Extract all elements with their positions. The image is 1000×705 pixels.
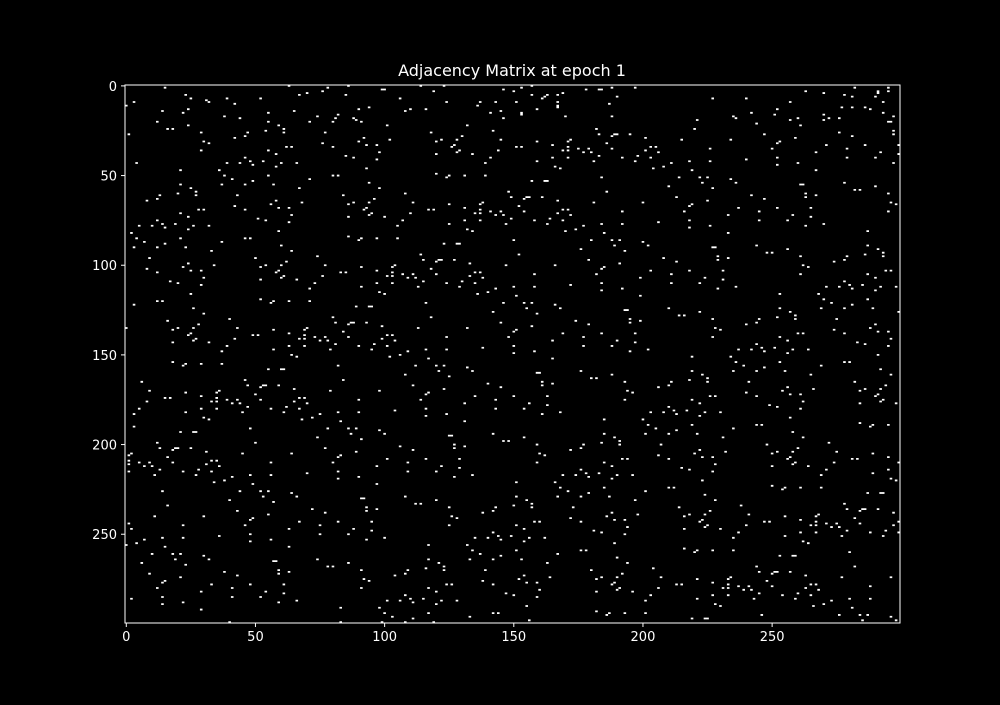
nonzero-cells	[125, 85, 900, 623]
chart-title: Adjacency Matrix at epoch 1	[398, 61, 626, 80]
x-tick-label: 50	[247, 630, 264, 645]
y-tick-label: 150	[92, 349, 117, 364]
plot-frame	[124, 84, 901, 624]
x-tick-label: 100	[372, 630, 397, 645]
x-axis-ticks: 0 50 100 150 200 250	[122, 623, 785, 645]
x-tick-label: 0	[122, 630, 130, 645]
x-tick-label: 200	[631, 630, 656, 645]
x-tick-label: 250	[760, 630, 785, 645]
y-tick-label: 250	[92, 528, 117, 543]
y-tick-label: 0	[109, 80, 117, 95]
matrix-cells	[125, 85, 900, 623]
y-tick-label: 200	[92, 439, 117, 454]
y-tick-label: 50	[100, 170, 117, 185]
y-axis-ticks: 0 50 100 150 200 250	[92, 80, 125, 543]
x-tick-label: 150	[501, 630, 526, 645]
y-tick-label: 100	[92, 259, 117, 274]
